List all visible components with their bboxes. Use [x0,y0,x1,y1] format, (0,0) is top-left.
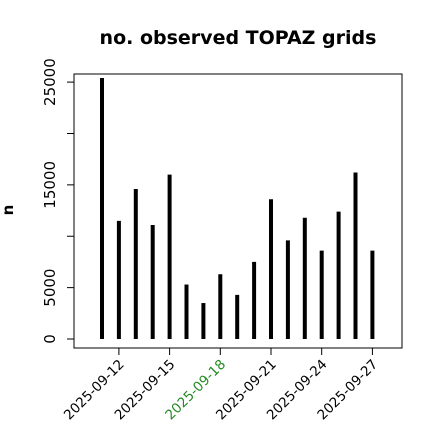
y-tick-label-5000: 5000 [41,269,59,307]
x-axis: 2025-09-122025-09-152025-09-182025-09-21… [61,348,381,423]
bars-layer [100,78,375,339]
y-tick-label-25000: 25000 [41,58,59,106]
y-axis: 0 5000 15000 25000 [41,58,74,344]
chart-title: no. observed TOPAZ grids [100,27,377,49]
y-tick-label-0: 0 [41,334,59,344]
plot-frame [73,73,403,349]
y-tick-label-15000: 15000 [41,161,59,209]
y-axis-label: n [0,205,17,216]
